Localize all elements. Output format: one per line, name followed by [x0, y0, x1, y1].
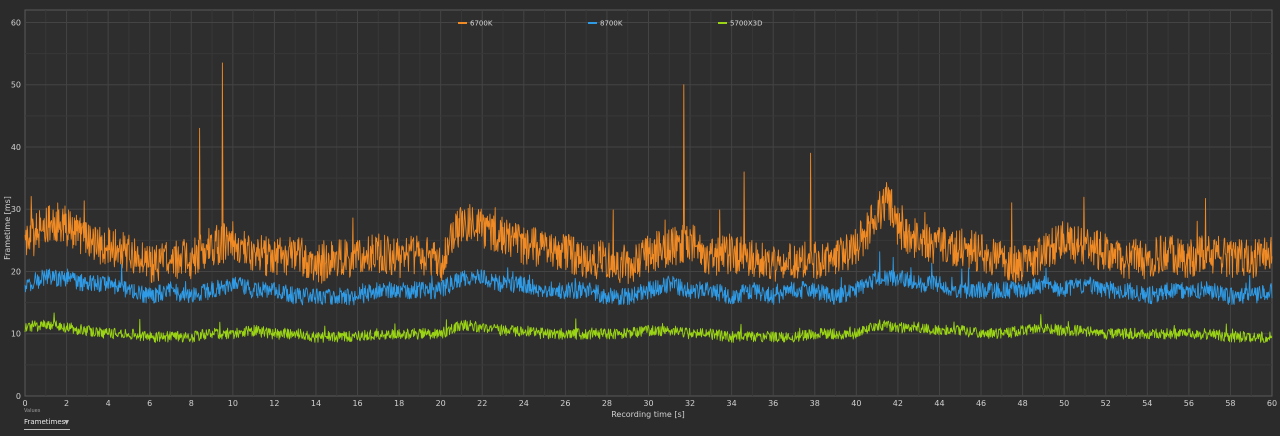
- series-lines: [24, 62, 1273, 343]
- x-tick-label: 0: [22, 399, 27, 408]
- x-tick-label: 38: [810, 399, 820, 408]
- x-tick-label: 42: [893, 399, 903, 408]
- x-tick-label: 26: [560, 399, 570, 408]
- x-tick-label: 22: [477, 399, 487, 408]
- legend-label: 5700X3D: [730, 20, 762, 28]
- series-line-8700k: [24, 251, 1273, 306]
- legend: 6700K 8700K 5700X3D: [458, 20, 762, 28]
- x-tick-label: 20: [436, 399, 446, 408]
- x-tick-label: 32: [685, 399, 695, 408]
- x-tick-label: 4: [106, 399, 111, 408]
- x-tick-label: 24: [519, 399, 529, 408]
- x-tick-label: 56: [1184, 399, 1194, 408]
- legend-label: 8700K: [600, 20, 623, 28]
- chevron-down-icon: ▼: [64, 419, 69, 426]
- series-line-5700x3d: [24, 312, 1273, 343]
- y-tick-label: 50: [11, 81, 21, 90]
- legend-item-8700k[interactable]: 8700K: [588, 20, 623, 28]
- x-tick-label: 50: [1059, 399, 1069, 408]
- x-tick-label: 54: [1142, 399, 1152, 408]
- x-tick-label: 18: [394, 399, 404, 408]
- x-tick-label: 46: [976, 399, 986, 408]
- y-tick-label: 40: [11, 143, 21, 152]
- x-tick-label: 48: [1018, 399, 1028, 408]
- y-tick-label: 30: [11, 205, 21, 214]
- x-tick-label: 6: [147, 399, 152, 408]
- y-tick-label: 60: [11, 18, 21, 27]
- y-tick-label: 0: [16, 392, 21, 401]
- y-tick-label: 10: [11, 330, 21, 339]
- x-axis-label: Recording time [s]: [611, 410, 685, 419]
- y-axis-label: Frametime [ms]: [3, 196, 12, 260]
- x-tick-label: 8: [189, 399, 194, 408]
- x-tick-label: 58: [1225, 399, 1235, 408]
- x-tick-label: 60: [1267, 399, 1277, 408]
- x-tick-label: 40: [851, 399, 861, 408]
- values-dropdown-label: Frametimes: [24, 418, 66, 426]
- x-tick-label: 2: [64, 399, 69, 408]
- x-tick-label: 34: [727, 399, 737, 408]
- series-line-6700k: [24, 62, 1273, 284]
- x-tick-label: 36: [768, 399, 778, 408]
- x-tick-label: 30: [643, 399, 653, 408]
- axes: 0 2 4 6 8 10 12 14 16 18 20 22 24 26 28 30 32 34 36 38 40 42 4…: [11, 18, 1277, 408]
- x-tick-label: 16: [352, 399, 362, 408]
- values-caption: Values: [24, 408, 41, 414]
- x-tick-label: 10: [228, 399, 238, 408]
- values-dropdown[interactable]: Frametimes ▼: [24, 416, 70, 430]
- legend-item-5700x3d[interactable]: 5700X3D: [718, 20, 762, 28]
- legend-item-6700k[interactable]: 6700K: [458, 20, 493, 28]
- legend-label: 6700K: [470, 20, 493, 28]
- x-tick-label: 28: [602, 399, 612, 408]
- y-tick-label: 20: [11, 267, 21, 276]
- x-tick-label: 12: [269, 399, 279, 408]
- x-tick-label: 52: [1101, 399, 1111, 408]
- x-tick-label: 44: [934, 399, 944, 408]
- x-tick-label: 14: [311, 399, 321, 408]
